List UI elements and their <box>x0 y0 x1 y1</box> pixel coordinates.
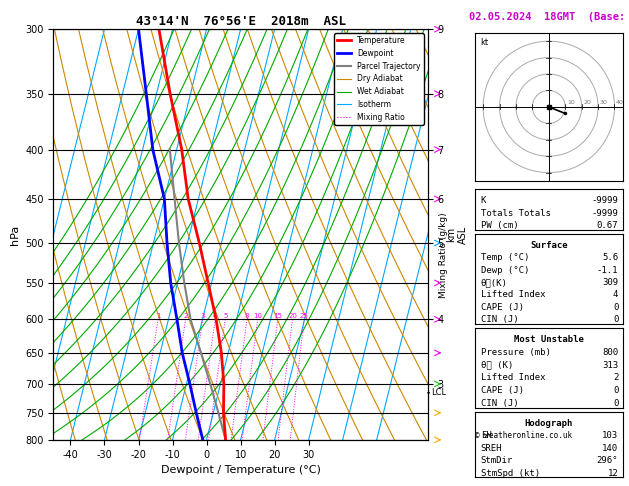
Text: 5: 5 <box>223 313 227 319</box>
Text: θᴄ (K): θᴄ (K) <box>481 361 513 370</box>
Text: 20: 20 <box>583 100 591 104</box>
Text: 15: 15 <box>274 313 282 319</box>
Text: 0: 0 <box>613 315 618 324</box>
Text: 296°: 296° <box>597 456 618 465</box>
Text: 103: 103 <box>602 432 618 440</box>
Text: Temp (°C): Temp (°C) <box>481 254 529 262</box>
Text: Hodograph: Hodograph <box>525 419 573 428</box>
Text: CIN (J): CIN (J) <box>481 315 518 324</box>
Text: SREH: SREH <box>481 444 503 453</box>
Text: 1: 1 <box>156 313 160 319</box>
Text: 800: 800 <box>602 348 618 357</box>
Text: PW (cm): PW (cm) <box>481 221 518 230</box>
Text: 12: 12 <box>608 469 618 478</box>
Text: 2: 2 <box>613 373 618 382</box>
Text: 10: 10 <box>253 313 262 319</box>
Text: -1.1: -1.1 <box>597 266 618 275</box>
Text: Lifted Index: Lifted Index <box>481 373 545 382</box>
Text: 20: 20 <box>288 313 297 319</box>
Text: 8: 8 <box>245 313 249 319</box>
Text: 10: 10 <box>567 100 575 104</box>
Text: 40: 40 <box>616 100 624 104</box>
Text: 3: 3 <box>201 313 205 319</box>
Text: © weatheronline.co.uk: © weatheronline.co.uk <box>475 431 572 440</box>
X-axis label: Dewpoint / Temperature (°C): Dewpoint / Temperature (°C) <box>160 465 321 475</box>
Text: K: K <box>481 196 486 205</box>
Text: StmDir: StmDir <box>481 456 513 465</box>
Text: StmSpd (kt): StmSpd (kt) <box>481 469 540 478</box>
Y-axis label: hPa: hPa <box>9 225 19 244</box>
Text: 4: 4 <box>613 291 618 299</box>
Text: 313: 313 <box>602 361 618 370</box>
Text: θᴄ(K): θᴄ(K) <box>481 278 508 287</box>
Text: -9999: -9999 <box>591 208 618 218</box>
Y-axis label: km
ASL: km ASL <box>447 226 468 243</box>
Text: 02.05.2024  18GMT  (Base: 06): 02.05.2024 18GMT (Base: 06) <box>469 12 629 22</box>
Text: Dewp (°C): Dewp (°C) <box>481 266 529 275</box>
Text: -9999: -9999 <box>591 196 618 205</box>
Text: 0.67: 0.67 <box>597 221 618 230</box>
Text: 25: 25 <box>300 313 308 319</box>
Text: Pressure (mb): Pressure (mb) <box>481 348 550 357</box>
Text: Lifted Index: Lifted Index <box>481 291 545 299</box>
Text: CIN (J): CIN (J) <box>481 399 518 408</box>
Text: Most Unstable: Most Unstable <box>514 335 584 344</box>
Text: Mixing Ratio (g/kg): Mixing Ratio (g/kg) <box>439 212 448 298</box>
Text: Surface: Surface <box>530 241 567 250</box>
Text: 0: 0 <box>613 386 618 395</box>
Text: CAPE (J): CAPE (J) <box>481 386 524 395</box>
Text: CAPE (J): CAPE (J) <box>481 303 524 312</box>
Text: 5.6: 5.6 <box>602 254 618 262</box>
Legend: Temperature, Dewpoint, Parcel Trajectory, Dry Adiabat, Wet Adiabat, Isotherm, Mi: Temperature, Dewpoint, Parcel Trajectory… <box>335 33 424 125</box>
Text: 2: 2 <box>184 313 188 319</box>
Text: 4: 4 <box>213 313 218 319</box>
Text: EH: EH <box>481 432 491 440</box>
Text: Totals Totals: Totals Totals <box>481 208 550 218</box>
Text: 30: 30 <box>599 100 608 104</box>
Title: 43°14'N  76°56'E  2018m  ASL: 43°14'N 76°56'E 2018m ASL <box>136 15 345 28</box>
Text: 0: 0 <box>613 399 618 408</box>
Text: 140: 140 <box>602 444 618 453</box>
Text: LCL: LCL <box>431 388 446 397</box>
Text: 0: 0 <box>613 303 618 312</box>
Text: 309: 309 <box>602 278 618 287</box>
Text: kt: kt <box>480 37 488 47</box>
